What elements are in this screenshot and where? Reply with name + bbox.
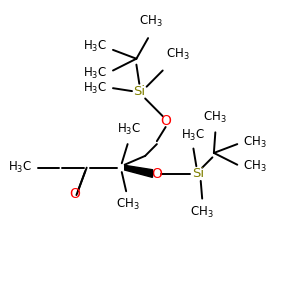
Text: O: O xyxy=(70,187,80,201)
Text: $\mathregular{H_3C}$: $\mathregular{H_3C}$ xyxy=(83,66,107,81)
Text: $\mathregular{H_3C}$: $\mathregular{H_3C}$ xyxy=(8,160,33,175)
Polygon shape xyxy=(125,165,152,177)
Text: Si: Si xyxy=(192,167,204,180)
Text: $\mathregular{H_3C}$: $\mathregular{H_3C}$ xyxy=(83,81,107,96)
Text: $\mathregular{CH_3}$: $\mathregular{CH_3}$ xyxy=(243,159,267,174)
Text: O: O xyxy=(160,114,171,128)
Text: Si: Si xyxy=(133,85,145,98)
Text: $\mathregular{H_3C}$: $\mathregular{H_3C}$ xyxy=(182,128,206,142)
Text: $\mathregular{H_3C}$: $\mathregular{H_3C}$ xyxy=(83,39,107,55)
Text: $\mathregular{CH_3}$: $\mathregular{CH_3}$ xyxy=(139,14,163,29)
Text: $\mathregular{CH_3}$: $\mathregular{CH_3}$ xyxy=(190,205,214,220)
Text: $\mathregular{CH_3}$: $\mathregular{CH_3}$ xyxy=(203,110,227,125)
Text: $\mathregular{CH_3}$: $\mathregular{CH_3}$ xyxy=(243,135,267,150)
Text: O: O xyxy=(152,167,162,181)
Text: $\mathregular{H_3C}$: $\mathregular{H_3C}$ xyxy=(117,122,141,137)
Text: $\mathregular{CH_3}$: $\mathregular{CH_3}$ xyxy=(166,46,189,62)
Text: $\mathregular{CH_3}$: $\mathregular{CH_3}$ xyxy=(116,197,140,212)
Text: ....: .... xyxy=(135,162,148,172)
